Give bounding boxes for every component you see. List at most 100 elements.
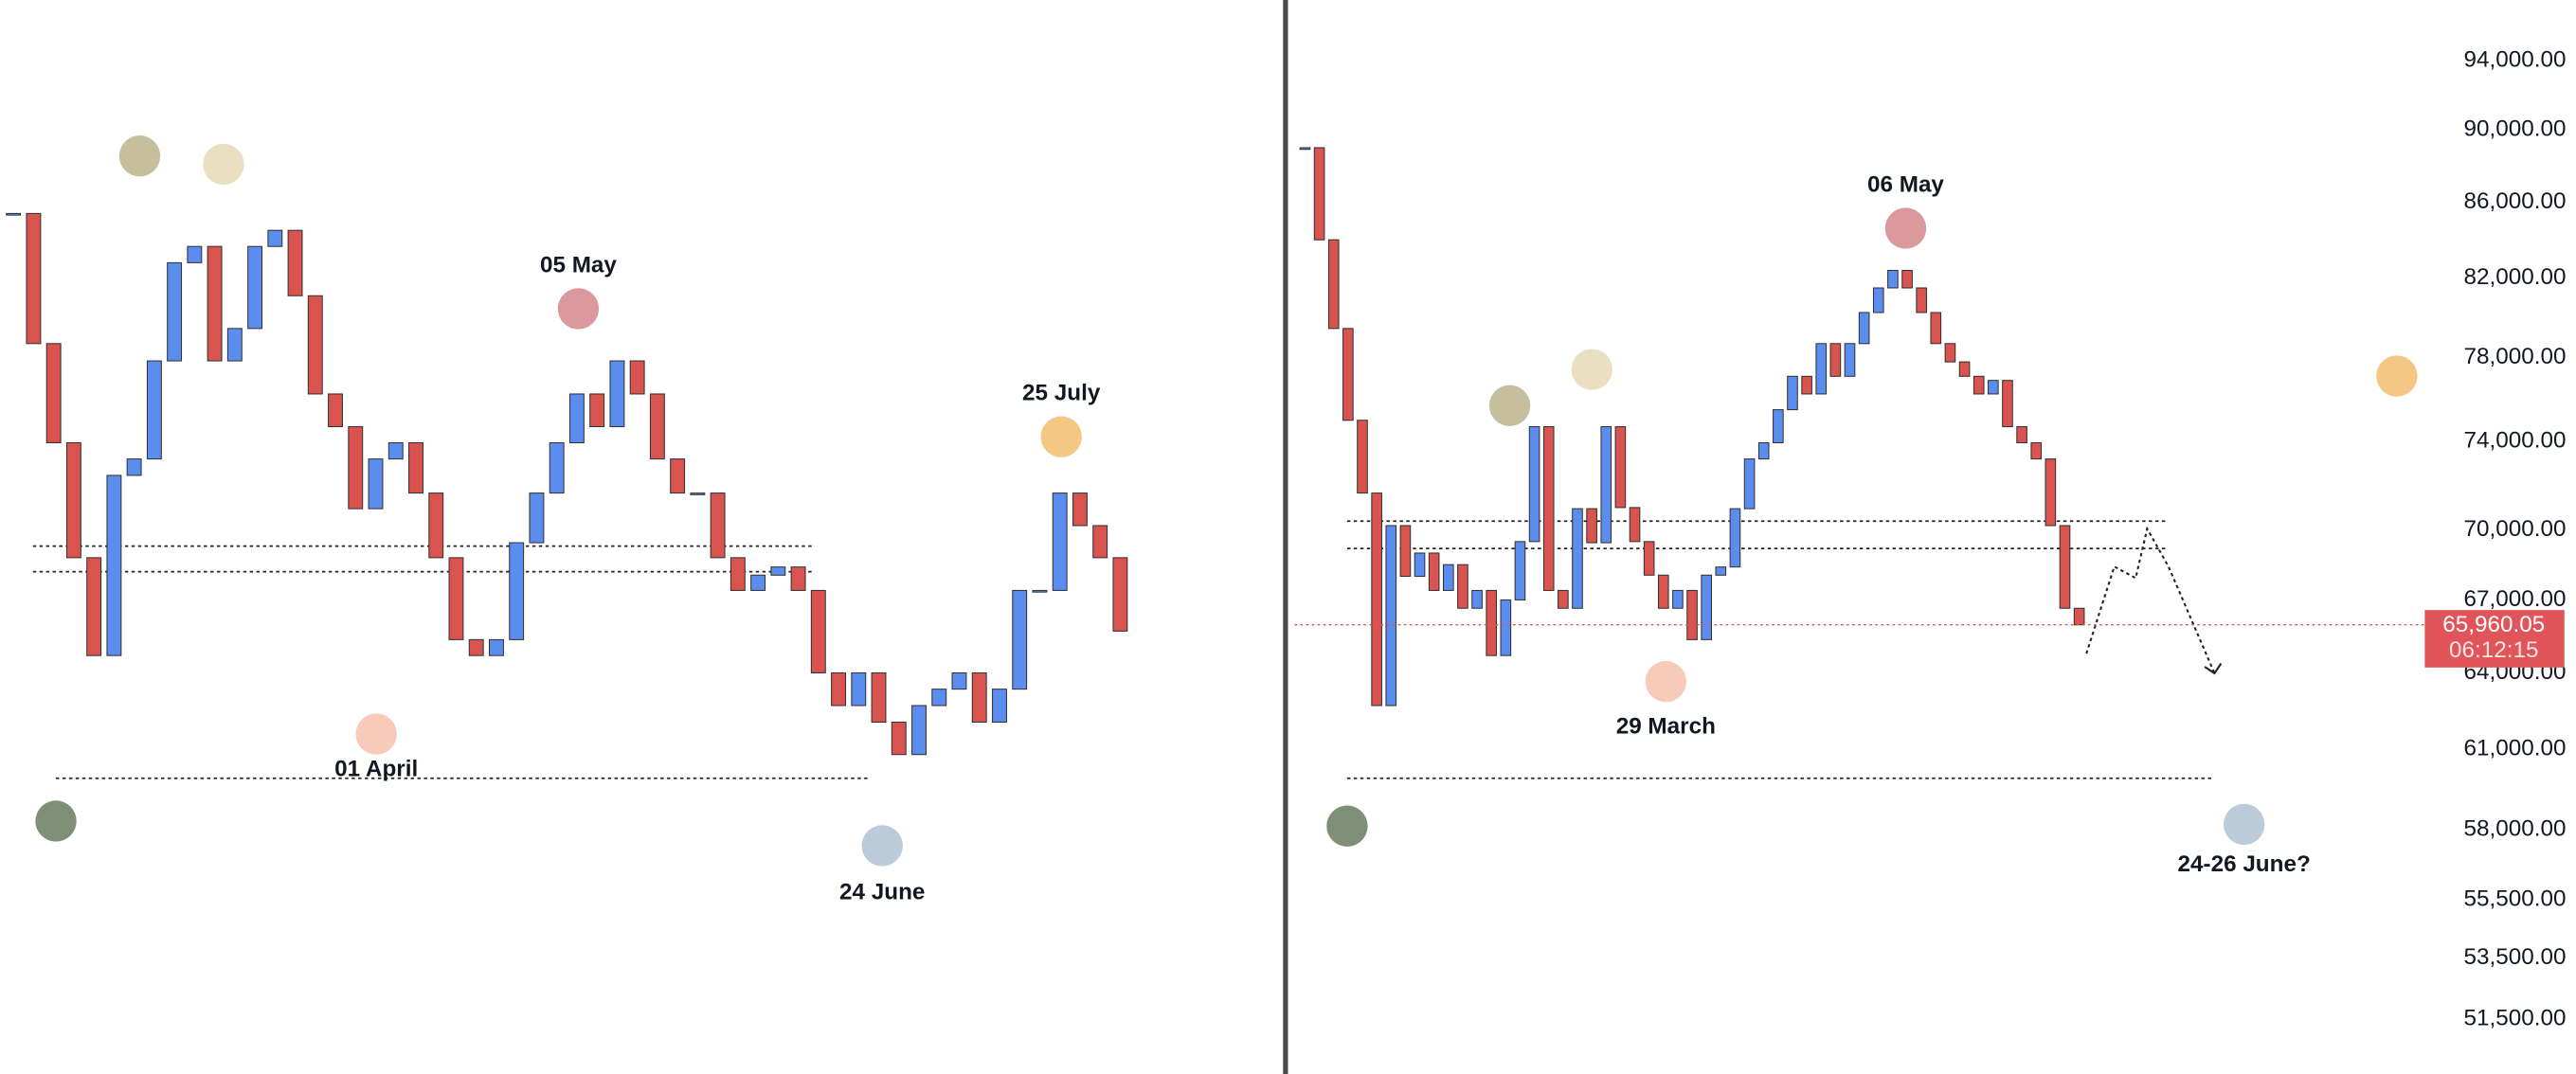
annotation-marker <box>861 825 903 867</box>
candle <box>1829 343 1842 377</box>
y-tick-label: 58,000.00 <box>2464 815 2567 841</box>
candle <box>1916 287 1927 313</box>
candle <box>1701 574 1712 640</box>
y-tick-label: 51,500.00 <box>2464 1005 2567 1030</box>
candle <box>1371 492 1382 707</box>
candle <box>207 245 223 362</box>
candle <box>26 212 42 345</box>
candle <box>1757 441 1770 460</box>
candle <box>328 393 343 428</box>
candle <box>649 393 665 460</box>
candle <box>629 360 645 395</box>
annotation-marker <box>1040 416 1082 457</box>
candle <box>790 566 806 591</box>
annotation-marker <box>1326 805 1368 847</box>
candle <box>1357 420 1368 494</box>
y-tick-label: 78,000.00 <box>2464 344 2567 369</box>
candle <box>609 360 625 428</box>
annotation-label: 24-26 June? <box>2178 851 2311 877</box>
candle <box>1958 361 1971 377</box>
candle <box>589 393 605 428</box>
candle <box>1586 508 1597 544</box>
candle <box>1471 589 1483 609</box>
candle <box>468 638 484 656</box>
candle <box>1973 375 1985 395</box>
candle <box>2016 425 2027 443</box>
candle <box>187 245 203 263</box>
y-tick-label: 70,000.00 <box>2464 516 2567 542</box>
annotation-marker <box>203 143 244 186</box>
annotation-label: 29 March <box>1616 714 1716 740</box>
candle <box>146 360 162 460</box>
candle <box>86 557 102 656</box>
candle <box>1801 375 1812 395</box>
candle <box>971 671 987 724</box>
candle <box>1672 589 1684 609</box>
candle <box>770 566 786 576</box>
annotation-marker <box>35 800 77 842</box>
candle <box>831 671 847 707</box>
last-price-box <box>2424 610 2565 668</box>
candle <box>1442 564 1454 591</box>
last-price-label: 65,960.05 <box>2442 612 2545 637</box>
candle <box>1614 425 1627 509</box>
candle <box>851 671 867 707</box>
candle <box>1327 239 1340 330</box>
candle <box>1558 589 1569 609</box>
candle <box>568 393 585 443</box>
candle <box>1514 541 1526 600</box>
projection-path <box>2085 526 2216 674</box>
candle <box>1657 574 1669 609</box>
candle <box>1729 508 1741 568</box>
candle <box>931 689 947 707</box>
candle <box>1092 525 1108 559</box>
candle <box>1930 312 1942 345</box>
y-tick-label: 61,000.00 <box>2464 736 2567 761</box>
annotation-marker <box>2376 355 2418 397</box>
candle <box>1773 409 1784 443</box>
candle <box>951 671 967 690</box>
candle <box>1901 270 1913 289</box>
candle <box>549 441 565 494</box>
projection-arrow <box>2204 662 2223 675</box>
candle <box>65 441 81 559</box>
annotation-label: 05 May <box>540 252 617 277</box>
candle <box>1342 328 1354 421</box>
candle <box>992 689 1007 724</box>
candle <box>1844 343 1856 377</box>
candle <box>1572 508 1583 609</box>
candle <box>1500 599 1512 656</box>
candle <box>1032 589 1048 593</box>
candle <box>690 492 706 495</box>
y-tick-label: 67,000.00 <box>2464 586 2567 612</box>
candle <box>1686 589 1698 640</box>
annotation-marker <box>355 713 397 755</box>
candle <box>6 212 22 216</box>
annotation-label: 01 April <box>334 757 418 782</box>
candle <box>1012 589 1028 690</box>
candle <box>670 458 686 494</box>
y-tick-label: 74,000.00 <box>2464 428 2567 454</box>
candle <box>710 492 726 559</box>
candle <box>1457 564 1468 609</box>
candle <box>489 638 504 656</box>
annotation-marker <box>1645 660 1686 703</box>
y-tick-label: 86,000.00 <box>2464 188 2567 214</box>
annotation-label: 25 July <box>1022 381 1101 406</box>
candle <box>1428 552 1440 591</box>
countdown-label: 06:12:15 <box>2449 637 2538 663</box>
candle <box>287 229 303 296</box>
candle <box>267 229 283 247</box>
candle <box>348 425 364 510</box>
candle <box>1715 566 1727 576</box>
candle <box>730 557 746 591</box>
candle <box>871 671 887 724</box>
candle <box>1858 312 1870 345</box>
annotation-marker <box>1488 385 1531 426</box>
candle <box>1988 380 1999 395</box>
annotation-marker <box>2223 803 2265 846</box>
candle <box>226 328 243 362</box>
panel-divider <box>1283 0 1288 1074</box>
candle <box>2030 441 2043 460</box>
